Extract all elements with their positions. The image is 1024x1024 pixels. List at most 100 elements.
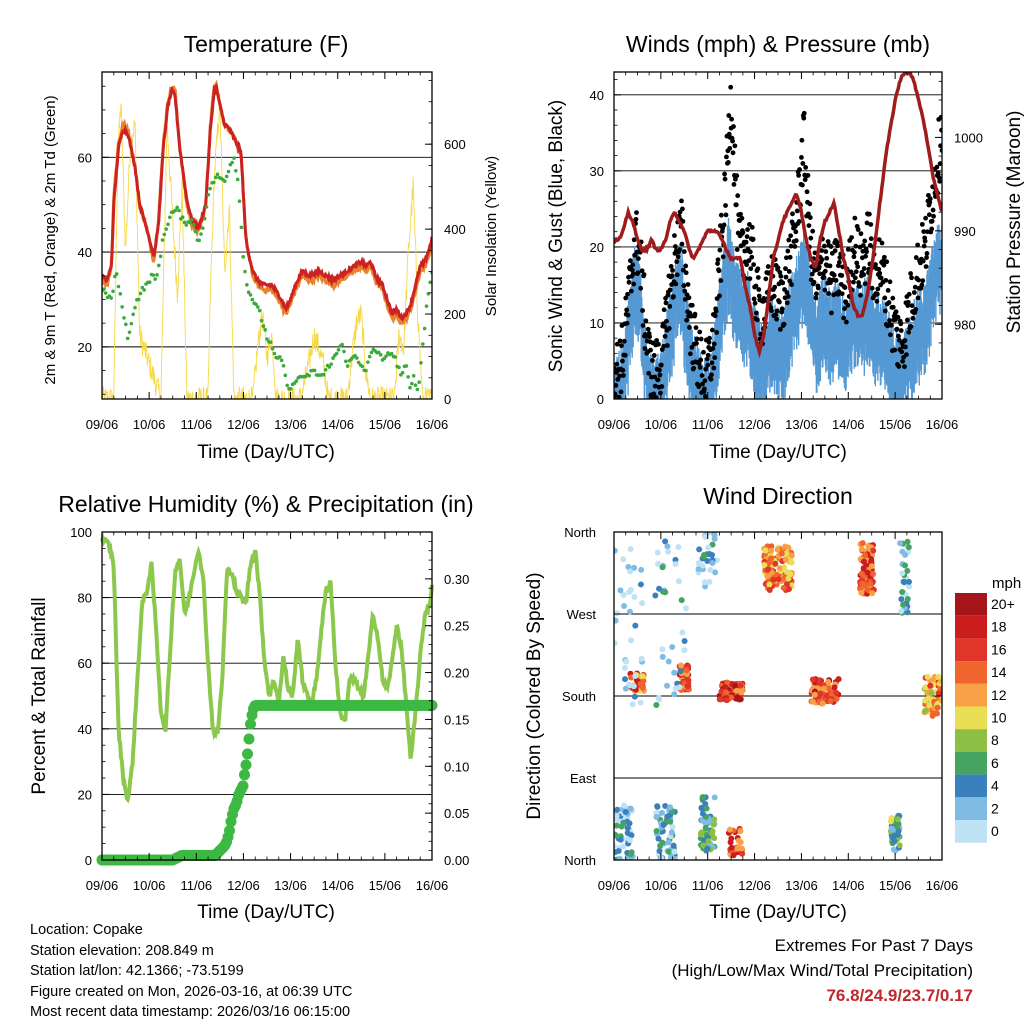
gust-point [641,272,647,277]
gust-point [747,249,753,255]
gust-point [620,373,626,378]
direction-point [660,822,667,829]
colorbar-label: 16 [991,641,1007,657]
colorbar-label: 12 [991,687,1007,703]
dewpoint-point [327,365,332,369]
gust-point [881,262,887,268]
direction-point [762,547,769,554]
gust-point [879,240,885,246]
gust-point [800,161,806,166]
direction-point [626,682,633,689]
direction-point [897,540,904,547]
gust-point [794,208,800,214]
dewpoint-point [147,280,152,285]
gust-point [821,275,827,280]
gust-point [750,236,756,242]
figure-created: Figure created on Mon, 2026-03-16, at 06… [30,983,353,1000]
gust-point [708,376,714,382]
gust-point [625,312,631,318]
dewpoint-point [164,227,168,231]
direction-point [614,547,618,554]
rainfall-point [243,733,255,745]
gust-point [851,254,857,260]
gust-point [643,318,649,324]
direction-point [681,638,688,645]
gust-point [661,307,667,313]
gust-point [783,274,789,280]
dewpoint-point [415,387,420,392]
direction-point [662,589,669,596]
gust-point [920,258,926,264]
winds-xtick-label: 15/06 [879,417,912,432]
dewpoint-point [270,346,275,351]
gust-point [799,182,805,188]
direction-point [671,669,678,676]
gust-point [923,264,929,270]
gust-point [813,295,819,301]
dewpoint-point [263,328,267,332]
gust-point [743,239,749,245]
gust-point [739,215,745,221]
direction-point [726,826,733,833]
direction-point [712,569,719,576]
dewpoint-point [177,208,181,213]
direction-point [817,690,824,697]
gust-point [799,137,805,143]
gust-point [903,344,908,350]
gust-point [919,221,925,227]
direction-point [835,676,842,683]
gust-point [779,306,785,312]
dewpoint-point [140,285,145,290]
direction-title: Wind Direction [703,483,853,509]
gust-point [672,233,677,239]
direction-point [656,585,663,592]
gust-point [657,367,662,373]
gust-point [887,318,892,323]
direction-point [778,550,785,557]
gust-point [650,358,655,363]
dewpoint-point [367,354,372,359]
dewpoint-point [366,360,370,364]
dewpoint-point [336,348,341,352]
gust-point [722,176,728,182]
direction-point [653,701,660,708]
gust-point [628,288,634,294]
gust-point [924,251,930,256]
gust-point [712,355,718,361]
dewpoint-point [232,156,236,160]
gust-point [785,248,791,254]
gust-point [617,338,623,344]
gust-point [629,267,635,273]
direction-point [894,816,901,823]
direction-point [782,556,789,563]
direction-point [788,559,795,566]
dewpoint-point [184,223,189,227]
temperature-xtick-label: 11/06 [180,417,212,432]
gust-point [665,343,670,348]
winds-panel: Winds (mph) & Pressure (mb) 0 10 20 30 40 980… [546,31,1024,463]
gust-point [815,285,821,291]
dewpoint-point [268,340,273,345]
gust-point [892,347,898,353]
gust-point [716,268,722,274]
gust-point [785,294,791,299]
direction-point [819,700,826,707]
gust-point [672,244,678,249]
gust-point [886,300,892,305]
direction-point [616,855,623,860]
gust-point [744,262,750,268]
direction-point [728,835,735,842]
rainfall-y2tick-label: 0.15 [444,712,469,727]
dewpoint-point [246,290,251,295]
direction-point [668,829,675,836]
gust-point [894,326,900,332]
gust-point [754,310,759,316]
gust-point [822,287,828,293]
gust-point [704,356,710,362]
humidity-xtick-label: 11/06 [180,878,212,893]
dewpoint-point [331,356,335,360]
gust-point [884,259,890,265]
gust-point [896,337,902,343]
gust-point [789,282,794,287]
dewpoint-point [323,367,328,372]
